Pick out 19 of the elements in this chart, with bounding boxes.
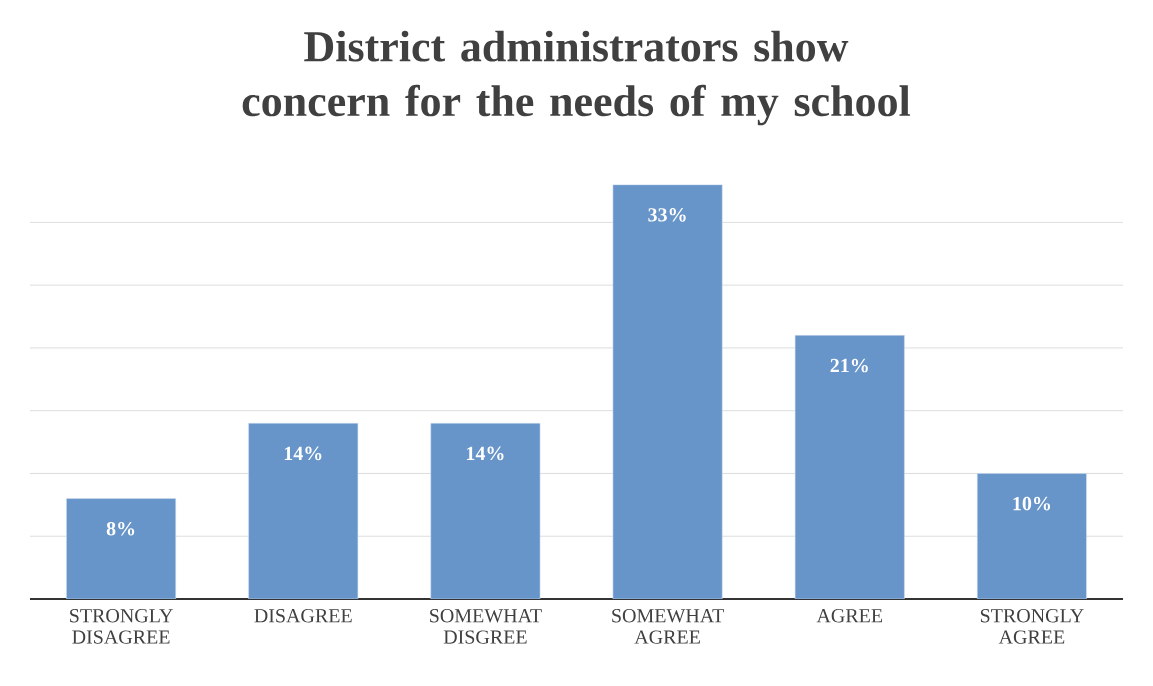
bar	[66, 498, 177, 599]
bar	[794, 335, 905, 599]
x-tick-label: SOMEWHAT DISGREE	[430, 609, 542, 644]
bar	[430, 422, 541, 599]
data-label: 14%	[467, 446, 504, 461]
x-tick-label: AGREE	[816, 609, 883, 623]
x-tick-label: SOMEWHAT AGREE	[612, 609, 724, 644]
data-label: 33%	[648, 208, 686, 222]
bar	[977, 473, 1087, 599]
data-label: 21%	[830, 358, 868, 373]
bar	[248, 422, 359, 599]
bar	[612, 184, 723, 599]
x-tick-label: STRONGLY AGREE	[980, 609, 1084, 644]
data-label: 8%	[106, 521, 135, 536]
x-tick-label: STRONGLY DISAGREE	[70, 609, 173, 644]
data-label: 10%	[1013, 496, 1051, 511]
chart-title: District administrators show concern for the needs of my school	[242, 30, 911, 126]
x-tick-label: DISAGREE	[254, 609, 352, 623]
data-label: 14%	[284, 446, 322, 461]
